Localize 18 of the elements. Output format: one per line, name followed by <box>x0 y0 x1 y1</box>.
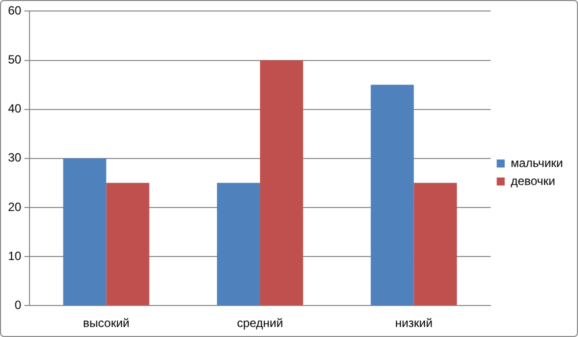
bar <box>370 84 414 306</box>
legend-label: девочки <box>510 174 556 188</box>
x-tick-label: низкий <box>395 316 433 330</box>
legend-label: мальчики <box>510 156 564 170</box>
y-tick-label: 10 <box>8 248 22 263</box>
y-tick-label: 60 <box>8 4 22 18</box>
bar <box>106 182 150 306</box>
bar <box>414 182 457 306</box>
y-tick-label: 0 <box>14 298 22 312</box>
y-tick-label: 50 <box>8 52 22 67</box>
x-tick-label: высокий <box>83 316 130 330</box>
y-tick-label: 30 <box>8 150 22 165</box>
x-tick-label: средний <box>236 316 284 330</box>
bar <box>63 158 106 306</box>
bar <box>216 182 260 306</box>
y-tick-label: 20 <box>8 200 22 214</box>
bar <box>260 60 304 306</box>
y-tick-label: 40 <box>8 102 22 116</box>
